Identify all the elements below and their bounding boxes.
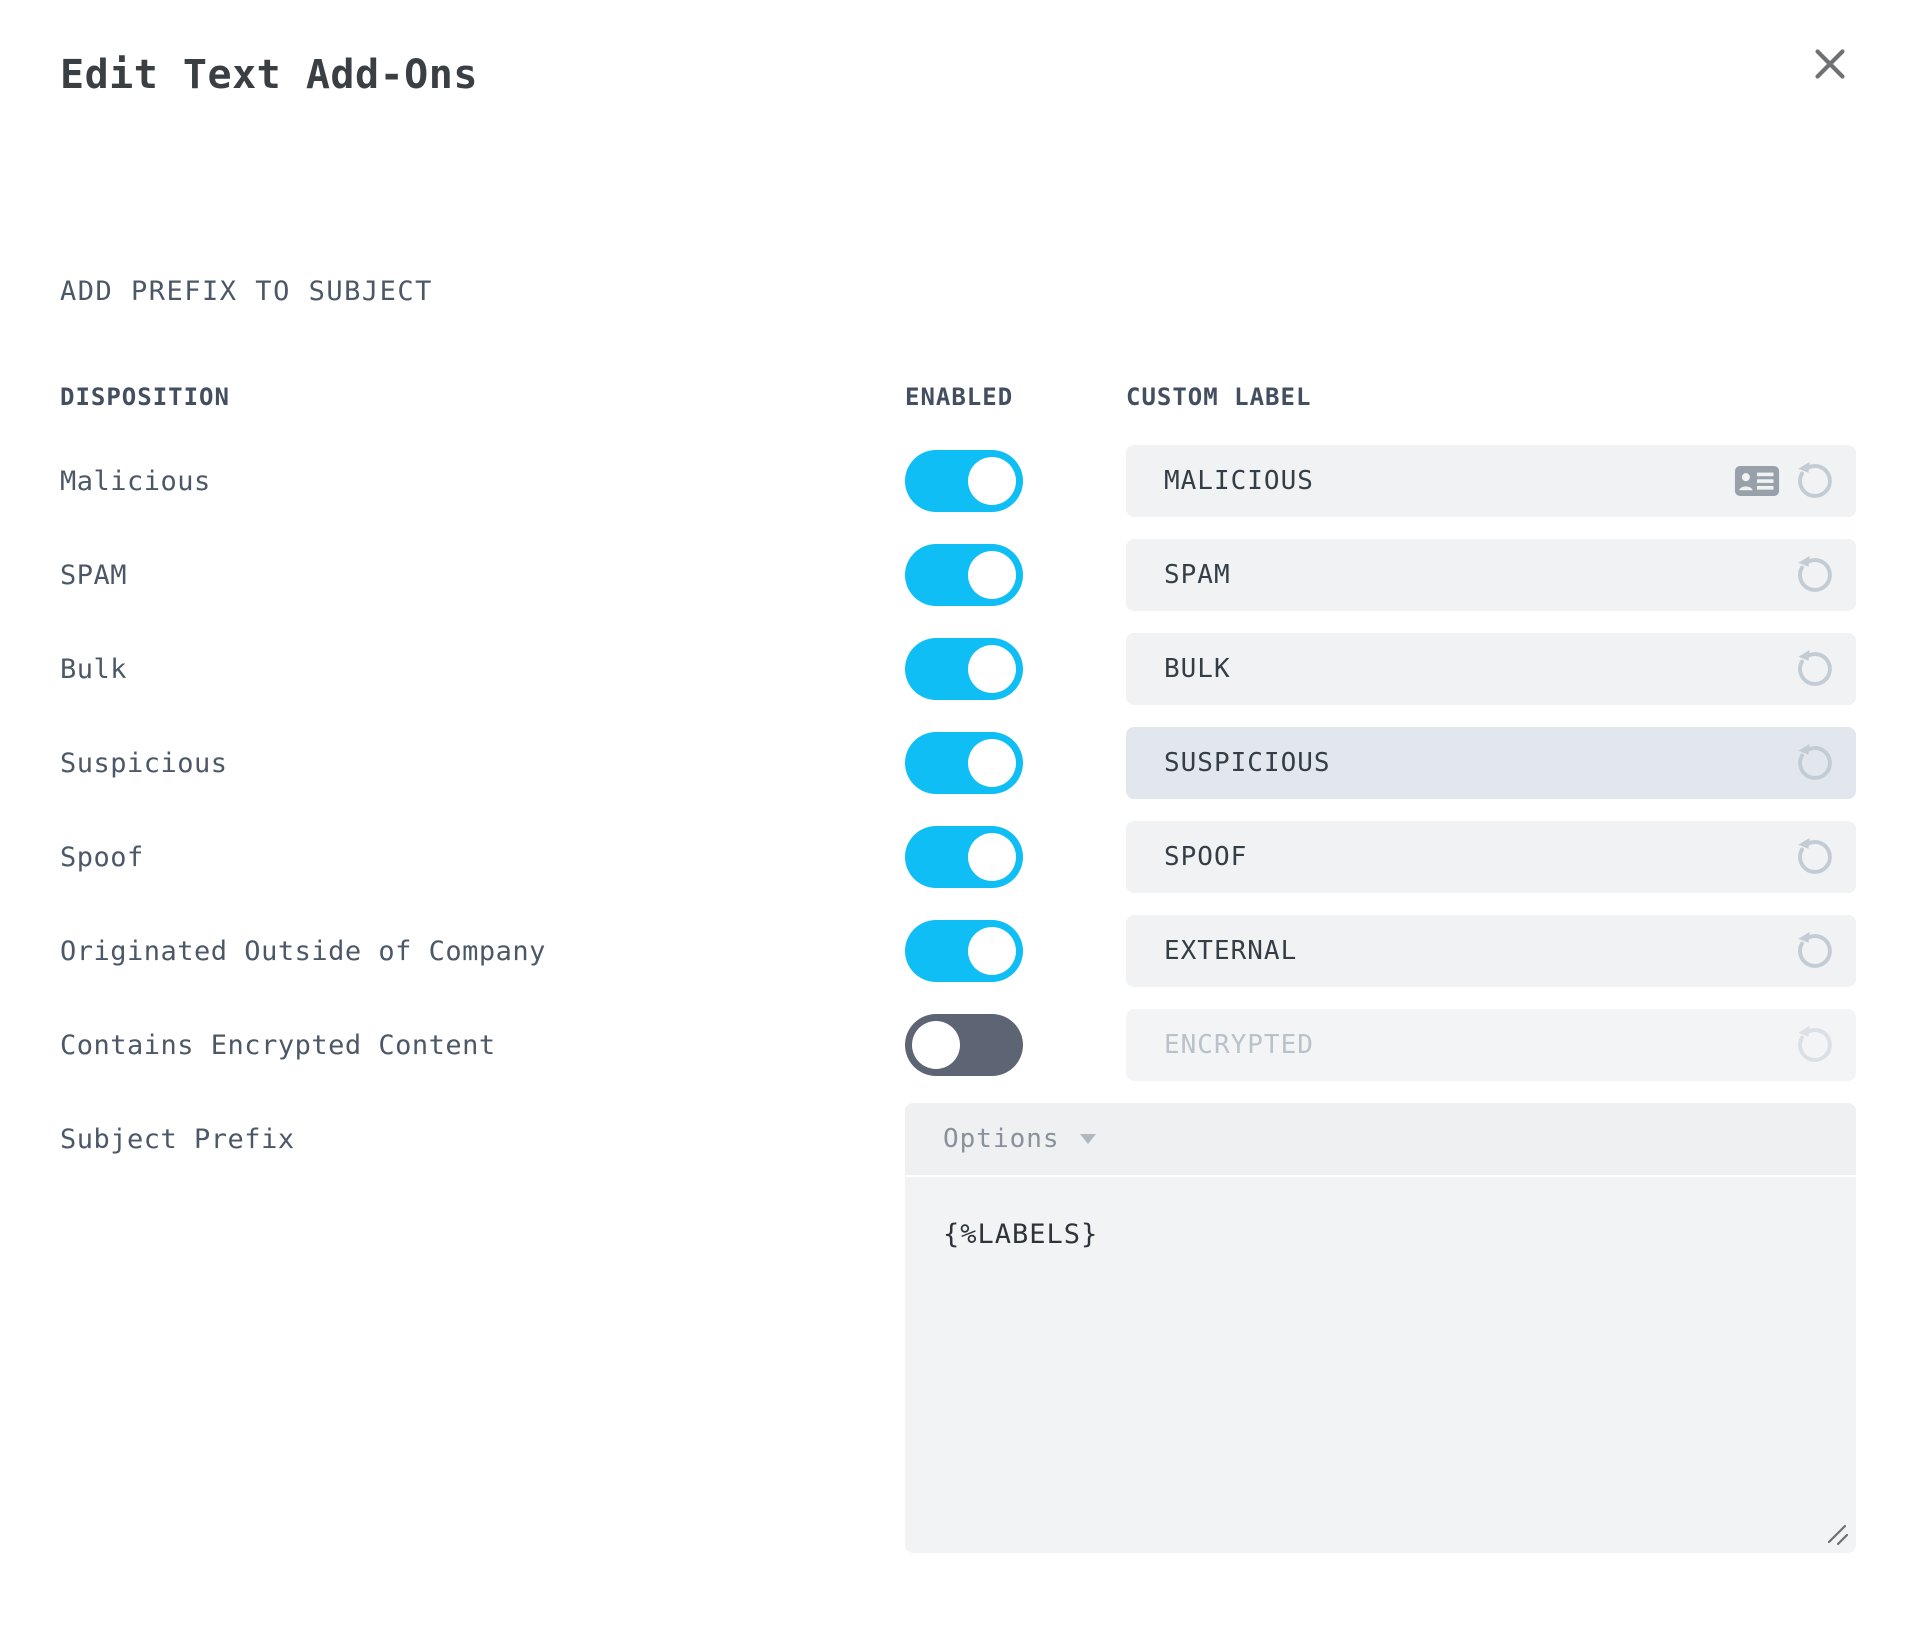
subject-prefix-textarea-wrap: {%LABELS}	[905, 1177, 1856, 1553]
custom-label-field	[1126, 633, 1856, 705]
table-row: Malicious	[60, 434, 1856, 528]
options-dropdown-button[interactable]: Options	[905, 1103, 1856, 1175]
disposition-label: Suspicious	[60, 747, 228, 779]
table-row: Suspicious	[60, 716, 1856, 810]
close-button[interactable]	[1804, 38, 1856, 90]
enabled-cell	[905, 826, 1126, 888]
resize-handle-icon[interactable]	[1824, 1521, 1850, 1547]
subject-prefix-label: Subject Prefix	[60, 1123, 295, 1155]
enabled-cell	[905, 920, 1126, 982]
header-disposition: DISPOSITION	[60, 383, 230, 411]
custom-label-field	[1126, 915, 1856, 987]
header-enabled: ENABLED	[905, 383, 1014, 411]
disposition-label: Contains Encrypted Content	[60, 1029, 496, 1061]
enabled-toggle[interactable]	[905, 826, 1023, 888]
table-row: Contains Encrypted Content	[60, 998, 1856, 1092]
table-row: SPAM	[60, 528, 1856, 622]
enabled-toggle[interactable]	[905, 450, 1023, 512]
reset-icon[interactable]	[1792, 740, 1838, 786]
enabled-cell	[905, 450, 1126, 512]
reset-icon[interactable]	[1792, 552, 1838, 598]
disposition-label: Bulk	[60, 653, 128, 685]
reset-icon[interactable]	[1792, 458, 1838, 504]
custom-label-input[interactable]	[1126, 633, 1856, 705]
custom-label-input[interactable]	[1126, 539, 1856, 611]
contact-card-icon[interactable]	[1734, 463, 1780, 499]
table-row: Bulk	[60, 622, 1856, 716]
custom-label-field	[1126, 727, 1856, 799]
header-custom-label: CUSTOM LABEL	[1126, 383, 1312, 411]
enabled-toggle[interactable]	[905, 920, 1023, 982]
reset-icon[interactable]	[1792, 646, 1838, 692]
subject-prefix-textarea[interactable]: {%LABELS}	[905, 1177, 1856, 1553]
enabled-cell	[905, 638, 1126, 700]
close-icon	[1808, 42, 1852, 86]
section-heading: ADD PREFIX TO SUBJECT	[60, 276, 433, 307]
enabled-cell	[905, 544, 1126, 606]
custom-label-field	[1126, 445, 1856, 517]
dialog-title: Edit Text Add-Ons	[60, 52, 478, 98]
reset-icon[interactable]	[1792, 1022, 1838, 1068]
custom-label-field	[1126, 1009, 1856, 1081]
disposition-label: SPAM	[60, 559, 128, 591]
custom-label-input[interactable]	[1126, 727, 1856, 799]
subject-prefix-widget: Options {%LABELS}	[905, 1103, 1856, 1553]
toggle-knob	[968, 457, 1016, 505]
custom-label-input[interactable]	[1126, 915, 1856, 987]
table-row: Originated Outside of Company	[60, 904, 1856, 998]
reset-icon[interactable]	[1792, 928, 1838, 974]
enabled-toggle[interactable]	[905, 1014, 1023, 1076]
subject-prefix-row: Subject Prefix Options {%LABELS}	[60, 1103, 1856, 1553]
toggle-knob	[912, 1021, 960, 1069]
table-header-row: DISPOSITION ENABLED CUSTOM LABEL	[60, 383, 1856, 411]
custom-label-input[interactable]	[1126, 821, 1856, 893]
rows: Malicious	[60, 434, 1856, 1092]
custom-label-field	[1126, 539, 1856, 611]
enabled-cell	[905, 1014, 1126, 1076]
enabled-toggle[interactable]	[905, 544, 1023, 606]
table-row: Spoof	[60, 810, 1856, 904]
disposition-label: Spoof	[60, 841, 144, 873]
toggle-knob	[968, 551, 1016, 599]
options-dropdown-label: Options	[943, 1124, 1060, 1154]
enabled-toggle[interactable]	[905, 638, 1023, 700]
enabled-toggle[interactable]	[905, 732, 1023, 794]
custom-label-input[interactable]	[1126, 445, 1856, 517]
toggle-knob	[968, 927, 1016, 975]
enabled-cell	[905, 732, 1126, 794]
toggle-knob	[968, 833, 1016, 881]
custom-label-input[interactable]	[1126, 1009, 1856, 1081]
disposition-label: Malicious	[60, 465, 211, 497]
custom-label-field	[1126, 821, 1856, 893]
chevron-down-icon	[1079, 1134, 1096, 1144]
reset-icon[interactable]	[1792, 834, 1838, 880]
disposition-label: Originated Outside of Company	[60, 935, 546, 967]
toggle-knob	[968, 739, 1016, 787]
toggle-knob	[968, 645, 1016, 693]
